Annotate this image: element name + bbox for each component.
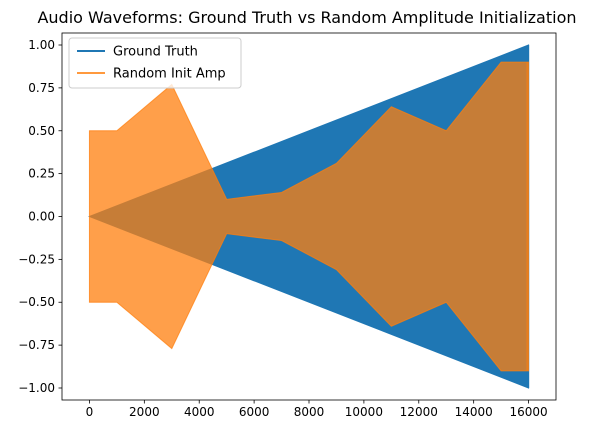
legend-box — [68, 37, 242, 89]
y-tick-label: 0.75 — [28, 81, 55, 95]
series-group — [88, 44, 530, 389]
x-tick-label: 14000 — [455, 405, 493, 419]
axes: 0 2000 4000 6000 8000 10000 12000 14000 16000 −1.… — [18, 32, 557, 419]
x-tick-label: 2000 — [129, 405, 160, 419]
series-area-random-init-amp — [88, 61, 530, 372]
plot-area — [88, 44, 530, 389]
x-tick-label: 12000 — [400, 405, 438, 419]
y-tick-label: 0.00 — [28, 210, 55, 224]
x-tick-label: 10000 — [345, 405, 383, 419]
legend-label-ground-truth: Ground Truth — [113, 45, 198, 60]
y-tick-label: −1.00 — [18, 381, 55, 395]
chart-title: Audio Waveforms: Ground Truth vs Random … — [37, 8, 576, 27]
y-tick-label: 0.50 — [28, 124, 55, 138]
legend-label-random-init-amp: Random Init Amp — [113, 67, 226, 82]
y-tick-label: 0.25 — [28, 167, 55, 181]
x-tick-label: 0 — [86, 405, 94, 419]
x-tick-label: 6000 — [239, 405, 270, 419]
x-tick-label: 8000 — [294, 405, 325, 419]
x-tick-label: 4000 — [184, 405, 215, 419]
legend: Ground Truth Random Init Amp — [68, 37, 242, 89]
x-tick-label: 16000 — [509, 405, 547, 419]
y-tick-label: −0.50 — [18, 295, 55, 309]
y-tick-label: 1.00 — [28, 38, 55, 52]
y-tick-label: −0.25 — [18, 252, 55, 266]
y-tick-label: −0.75 — [18, 338, 55, 352]
